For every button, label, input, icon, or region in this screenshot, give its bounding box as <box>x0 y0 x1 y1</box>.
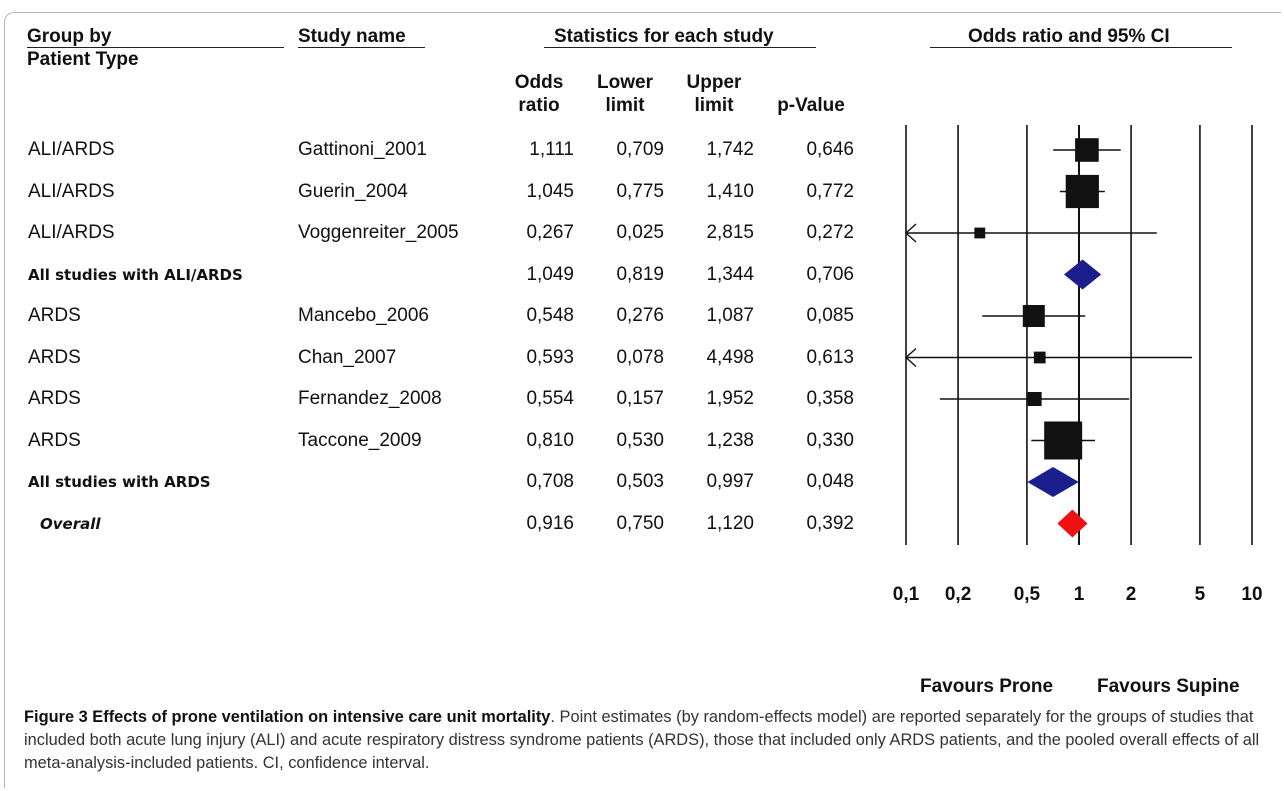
upper-limit-value: 4,498 <box>674 346 754 370</box>
odds-ratio-value: 0,554 <box>494 387 574 411</box>
lower-limit-value: 0,025 <box>584 221 664 245</box>
study-name-cell: Mancebo_2006 <box>298 304 429 328</box>
odds-ratio-value: 0,916 <box>494 512 574 536</box>
odds-ratio-value: 0,548 <box>494 304 574 328</box>
p-value-column-header: p-Value <box>768 94 854 117</box>
group-header: Group by <box>27 26 111 48</box>
subtotal-diamond <box>1027 467 1078 497</box>
p-value-value: 0,048 <box>774 470 854 494</box>
study-name-cell: Guerin_2004 <box>298 180 408 204</box>
favours-prone-label: Favours Prone <box>920 676 1053 698</box>
p-value-value: 0,646 <box>774 138 854 162</box>
group-cell: ARDS <box>28 346 81 370</box>
study-name-header-rule <box>298 47 425 48</box>
group-header-rule <box>27 47 284 48</box>
p-value-value: 0,358 <box>774 387 854 411</box>
x-tick-label: 5 <box>1195 584 1206 605</box>
lower-limit-header-line2: limit <box>585 94 665 117</box>
point-estimate <box>1028 392 1042 406</box>
study-name-header: Study name <box>298 26 406 48</box>
upper-limit-header-line1: Upper <box>674 71 754 94</box>
subgroup-label: All studies with ALI/ARDS <box>28 263 243 287</box>
figure-caption: Figure 3 Effects of prone ventilation on… <box>24 706 1276 775</box>
lower-limit-header-line1: Lower <box>585 71 665 94</box>
p-value-value: 0,392 <box>774 512 854 536</box>
ci-header: Odds ratio and 95% CI <box>968 26 1170 48</box>
subgroup-label: All studies with ARDS <box>28 470 211 494</box>
upper-limit-value: 1,120 <box>674 512 754 536</box>
ci-header-rule <box>930 47 1232 48</box>
favours-supine-label: Favours Supine <box>1097 676 1240 698</box>
odds-ratio-column-header: Odds ratio <box>500 71 578 117</box>
upper-limit-header-line2: limit <box>674 94 754 117</box>
upper-limit-column-header: Upper limit <box>674 71 754 117</box>
point-estimate <box>1023 305 1045 327</box>
upper-limit-value: 1,742 <box>674 138 754 162</box>
upper-limit-value: 1,410 <box>674 180 754 204</box>
point-estimate <box>1034 352 1046 364</box>
caption-title: Figure 3 Effects of prone ventilation on… <box>24 708 550 726</box>
lower-limit-value: 0,503 <box>584 470 664 494</box>
study-name-cell: Fernandez_2008 <box>298 387 442 411</box>
x-tick-label: 1 <box>1074 584 1085 605</box>
forest-plot: 0,1 0,2 0,5 1 2 5 10 <box>880 120 1284 620</box>
statistics-header-rule <box>544 47 816 48</box>
upper-limit-value: 1,238 <box>674 429 754 453</box>
overall-diamond <box>1057 510 1087 538</box>
lower-limit-value: 0,157 <box>584 387 664 411</box>
odds-ratio-value: 1,045 <box>494 180 574 204</box>
lower-limit-value: 0,750 <box>584 512 664 536</box>
overall-label: Overall <box>40 512 101 536</box>
lower-limit-value: 0,078 <box>584 346 664 370</box>
lower-limit-value: 0,530 <box>584 429 664 453</box>
group-cell: ALI/ARDS <box>28 138 115 162</box>
group-cell: ALI/ARDS <box>28 180 115 204</box>
lower-limit-column-header: Lower limit <box>585 71 665 117</box>
subtotal-diamond <box>1064 260 1101 290</box>
group-header-line2: Patient Type <box>27 49 139 71</box>
study-name-cell: Gattinoni_2001 <box>298 138 427 162</box>
x-tick-label: 10 <box>1241 584 1262 605</box>
lower-limit-value: 0,775 <box>584 180 664 204</box>
point-estimate <box>1044 422 1082 460</box>
upper-limit-value: 1,344 <box>674 263 754 287</box>
point-estimate <box>1075 138 1099 162</box>
x-tick-label: 2 <box>1126 584 1137 605</box>
odds-ratio-header-line2: ratio <box>500 94 578 117</box>
upper-limit-value: 2,815 <box>674 221 754 245</box>
x-tick-label: 0,2 <box>945 584 971 605</box>
study-name-cell: Chan_2007 <box>298 346 396 370</box>
upper-limit-value: 1,087 <box>674 304 754 328</box>
odds-ratio-value: 0,267 <box>494 221 574 245</box>
upper-limit-value: 1,952 <box>674 387 754 411</box>
x-tick-label: 0,1 <box>893 584 920 605</box>
study-name-cell: Voggenreiter_2005 <box>298 221 459 245</box>
study-name-cell: Taccone_2009 <box>298 429 422 453</box>
p-value-value: 0,613 <box>774 346 854 370</box>
p-value-value: 0,330 <box>774 429 854 453</box>
odds-ratio-value: 1,111 <box>494 138 574 162</box>
p-value-value: 0,085 <box>774 304 854 328</box>
odds-ratio-value: 0,708 <box>494 470 574 494</box>
lower-limit-value: 0,819 <box>584 263 664 287</box>
p-value-value: 0,772 <box>774 180 854 204</box>
p-value-value: 0,706 <box>774 263 854 287</box>
group-cell: ALI/ARDS <box>28 221 115 245</box>
point-estimate <box>1066 175 1099 208</box>
upper-limit-value: 0,997 <box>674 470 754 494</box>
x-tick-label: 0,5 <box>1014 584 1041 605</box>
odds-ratio-value: 1,049 <box>494 263 574 287</box>
odds-ratio-header-line1: Odds <box>500 71 578 94</box>
p-value-value: 0,272 <box>774 221 854 245</box>
point-estimate <box>974 228 985 239</box>
statistics-header: Statistics for each study <box>554 26 774 48</box>
lower-limit-value: 0,709 <box>584 138 664 162</box>
odds-ratio-value: 0,593 <box>494 346 574 370</box>
group-cell: ARDS <box>28 429 81 453</box>
group-cell: ARDS <box>28 304 81 328</box>
lower-limit-value: 0,276 <box>584 304 664 328</box>
group-cell: ARDS <box>28 387 81 411</box>
odds-ratio-value: 0,810 <box>494 429 574 453</box>
